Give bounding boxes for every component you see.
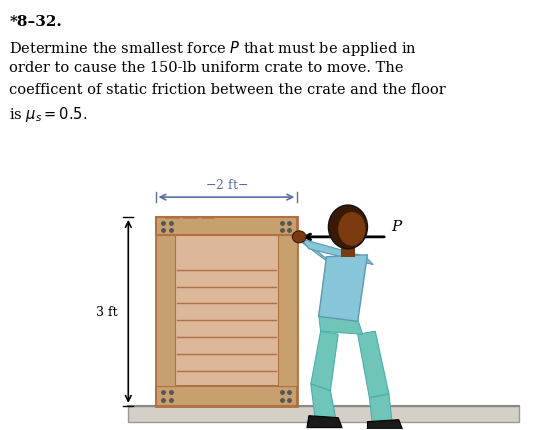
Bar (156, 218, 297, 235)
Polygon shape (369, 394, 392, 424)
Bar (156, 386, 297, 406)
Polygon shape (368, 420, 403, 430)
Bar (177, 235, 276, 388)
Text: order to cause the 150-lb uniform crate to move. The: order to cause the 150-lb uniform crate … (9, 61, 403, 75)
Text: P: P (391, 219, 401, 233)
Polygon shape (311, 332, 338, 391)
Text: *8–32.: *8–32. (9, 15, 62, 29)
Text: $-$2 ft$-$: $-$2 ft$-$ (205, 178, 248, 192)
Text: coefficent of static friction between the crate and the floor: coefficent of static friction between th… (9, 83, 446, 97)
Bar (128, 406, 519, 422)
Bar (156, 235, 175, 386)
Ellipse shape (292, 231, 306, 243)
Bar (341, 245, 355, 257)
Ellipse shape (338, 212, 365, 246)
Polygon shape (307, 416, 342, 427)
Text: 3 ft: 3 ft (96, 305, 118, 318)
Bar (156, 218, 297, 406)
Polygon shape (319, 315, 363, 335)
Polygon shape (319, 255, 368, 322)
Polygon shape (358, 332, 389, 398)
Polygon shape (301, 239, 373, 265)
Ellipse shape (329, 206, 368, 249)
Polygon shape (295, 233, 334, 267)
Bar (278, 235, 297, 386)
Text: is $\mu_s = 0.5$.: is $\mu_s = 0.5$. (9, 104, 88, 123)
Polygon shape (311, 384, 336, 421)
Text: Determine the smallest force $P$ that must be applied in: Determine the smallest force $P$ that mu… (9, 39, 417, 58)
